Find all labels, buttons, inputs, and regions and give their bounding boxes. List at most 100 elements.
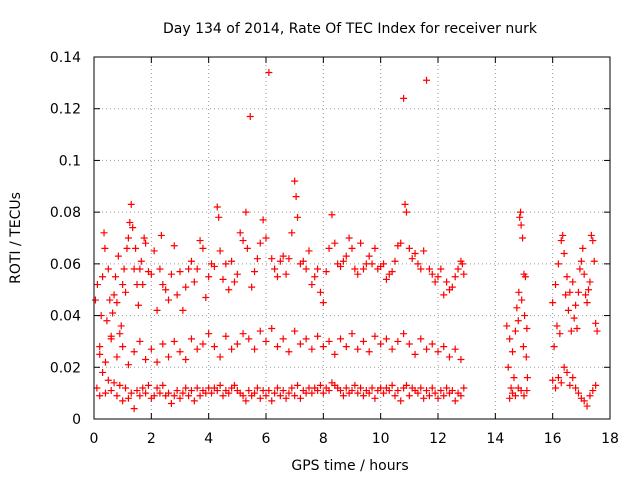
data-point [431,389,439,397]
data-point [365,348,373,356]
data-point [342,252,350,260]
data-point [156,389,164,397]
data-point [228,257,236,265]
data-point [443,278,451,286]
data-point [511,392,519,400]
data-point [133,387,141,395]
data-point [273,343,281,351]
data-point [579,244,587,252]
data-point [405,244,413,252]
data-point [560,250,568,258]
data-point [388,381,396,389]
data-point [434,348,442,356]
data-point [124,361,132,369]
data-point [573,325,581,332]
data-point [520,392,528,400]
data-point [359,337,367,345]
data-point [165,389,173,397]
data-point [251,268,259,276]
data-point [288,384,296,392]
data-point [153,306,161,314]
y-tick-label: 0.12 [50,102,81,118]
y-tick-label: 0.04 [50,309,81,325]
data-point [187,387,195,395]
data-point [586,278,594,286]
data-point [511,327,519,335]
data-point [199,244,207,252]
data-point [185,265,193,273]
data-point [368,260,376,268]
data-point [585,286,592,294]
data-point [380,260,388,268]
data-point [451,397,459,405]
data-point [279,335,287,343]
data-point [159,381,167,389]
data-point [440,392,448,400]
data-point [400,94,408,102]
data-point [156,265,164,273]
data-point [246,112,254,120]
data-point [504,363,512,371]
data-point [113,353,121,361]
data-point [339,392,347,400]
data-point [308,345,316,353]
data-point [515,288,523,296]
data-point [268,255,276,263]
data-point [365,252,373,260]
data-point [106,296,114,304]
data-point [291,327,299,335]
data-point [165,296,173,304]
data-point [110,291,118,299]
data-point [213,387,221,395]
data-point [176,394,184,402]
data-point [210,343,218,351]
data-point [225,389,233,397]
x-tick-label: 0 [90,431,99,447]
data-point [142,239,150,247]
data-point [242,397,250,405]
data-point [285,255,293,263]
data-point [576,265,584,273]
x-tick-label: 6 [262,431,271,447]
data-point [445,353,453,361]
data-point [308,281,316,289]
data-point [251,389,259,397]
data-point [302,265,310,273]
data-point [139,384,147,392]
data-point [583,299,591,307]
data-point [116,330,124,338]
data-point [268,397,276,405]
data-point [285,348,293,356]
data-point [434,273,442,281]
data-point [259,216,267,224]
x-tick-label: 2 [147,431,156,447]
data-point [322,268,330,276]
data-point [129,224,137,232]
data-point [348,244,356,252]
data-point [513,304,521,312]
data-point [179,389,187,397]
data-point [314,332,322,340]
data-point [117,322,125,330]
data-point [559,231,567,239]
data-point [506,394,514,402]
data-point [345,234,353,242]
data-point [127,389,135,397]
y-axis-label: ROTI / TECUs [8,192,24,284]
data-point [510,374,518,382]
data-point [205,273,213,281]
data-point [132,244,140,252]
data-point [521,273,529,281]
data-point [268,325,276,332]
x-axis-label: GPS time / hours [291,458,408,474]
axes-layer: 0 2 4 6 8 10 12 14 16 18 0 0.02 0.04 0.06 0.08 0.1 0.12 0… [50,50,619,447]
data-point [279,387,287,395]
data-point [107,335,115,343]
y-tick-label: 0.02 [50,360,81,376]
data-point [170,392,178,400]
x-tick-label: 16 [544,431,562,447]
data-point [440,343,448,351]
data-point [519,234,527,242]
data-point [402,381,410,389]
